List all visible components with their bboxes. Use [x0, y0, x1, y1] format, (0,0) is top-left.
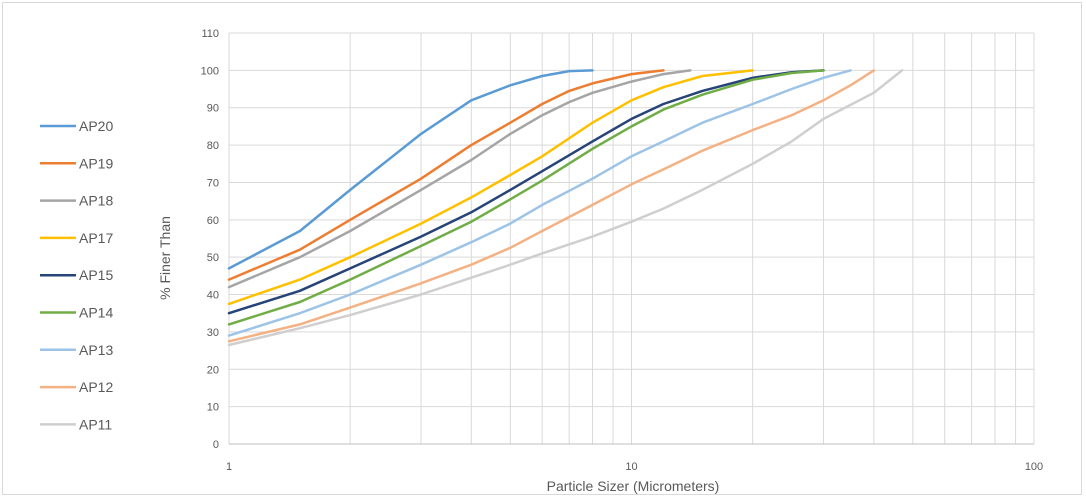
legend-entry-ap20: AP20 — [40, 118, 113, 134]
legend-entry-ap17: AP17 — [40, 230, 113, 246]
legend-label: AP15 — [79, 267, 113, 283]
legend-label: AP20 — [79, 118, 113, 134]
legend-entry-ap15: AP15 — [40, 267, 113, 283]
y-tick-label: 100 — [201, 65, 219, 77]
series-line-ap15 — [227, 69, 825, 315]
series-line-ap14 — [227, 69, 825, 326]
series-lines — [227, 69, 904, 347]
legend-entry-ap19: AP19 — [40, 155, 113, 171]
series-line-ap20 — [227, 69, 594, 270]
x-tick-label: 100 — [1025, 461, 1043, 473]
legend-label: AP11 — [79, 416, 112, 432]
series-line-ap11 — [227, 69, 904, 347]
y-tick-label: 60 — [207, 215, 219, 227]
y-tick-label: 50 — [207, 252, 219, 264]
legend-entry-ap12: AP12 — [40, 379, 113, 395]
series-line-ap18 — [227, 69, 692, 289]
y-tick-label: 70 — [207, 177, 219, 189]
y-tick-label: 40 — [207, 290, 219, 302]
y-axis-title: % Finer Than — [157, 216, 173, 300]
x-tick-label: 10 — [625, 461, 637, 473]
series-line-ap17 — [227, 69, 754, 306]
y-tick-label: 20 — [207, 364, 219, 376]
y-tick-label: 90 — [207, 103, 219, 115]
legend-label: AP19 — [79, 155, 113, 171]
series-line-ap12 — [227, 69, 876, 343]
legend: AP20 AP19 AP18 AP17 AP15 AP14 AP13 AP12 AP11 — [40, 118, 113, 432]
x-axis-title: Particle Sizer (Micrometers) — [547, 478, 720, 494]
y-tick-label: 110 — [201, 28, 219, 40]
legend-label: AP18 — [79, 193, 113, 209]
y-tick-label: 80 — [207, 140, 219, 152]
series-line-ap13 — [227, 69, 852, 337]
series-line-ap19 — [227, 69, 665, 281]
y-tick-label: 0 — [213, 439, 219, 451]
legend-label: AP12 — [79, 379, 113, 395]
x-tick-label: 1 — [226, 461, 232, 473]
legend-label: AP14 — [79, 305, 113, 321]
legend-label: AP13 — [79, 342, 113, 358]
plot-grid — [228, 32, 1035, 444]
legend-entry-ap11: AP11 — [40, 416, 112, 432]
legend-label: AP17 — [79, 230, 113, 246]
y-tick-label: 10 — [207, 402, 219, 414]
legend-entry-ap13: AP13 — [40, 342, 113, 358]
legend-entry-ap18: AP18 — [40, 193, 113, 209]
y-tick-label: 30 — [207, 327, 219, 339]
legend-entry-ap14: AP14 — [40, 305, 113, 321]
